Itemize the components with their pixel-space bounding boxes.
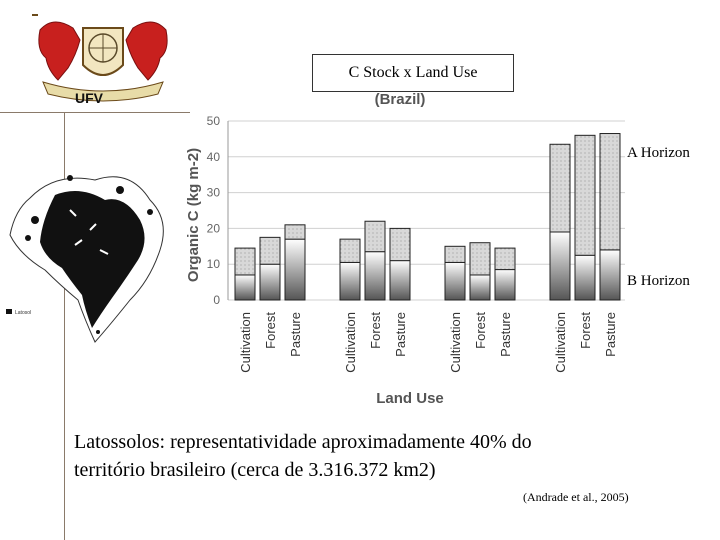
x-tick-label: Cultivation (238, 312, 253, 373)
x-tick-label: Pasture (603, 312, 618, 357)
legend-swatch (6, 309, 12, 314)
x-tick-label: Cultivation (448, 312, 463, 373)
bar-b-horizon (469, 274, 491, 301)
banner-icon (42, 81, 164, 102)
bar-b-horizon (599, 249, 621, 301)
x-axis-ticks: Cultivation Forest Pasture Cultivation Fores… (238, 312, 618, 373)
x-tick-label: Forest (473, 312, 488, 349)
chart-bars (234, 133, 621, 301)
left-lion-icon (38, 21, 81, 81)
x-tick-label: Pasture (288, 312, 303, 357)
bar-a-horizon (444, 245, 466, 263)
bar-a-horizon (469, 242, 491, 276)
divider-vertical (64, 112, 65, 540)
chart-title: (Brazil) (375, 91, 426, 108)
series-label-a-horizon: A Horizon (627, 145, 690, 161)
latosol-regions (40, 191, 145, 328)
bar-b-horizon (339, 261, 361, 301)
caption-line-1: Latossolos: representatividade aproximad… (74, 431, 532, 453)
bar-a-horizon (364, 220, 386, 253)
y-tick-label: 50 (207, 114, 221, 128)
bar-a-horizon (574, 134, 596, 256)
x-tick-label: Forest (263, 312, 278, 349)
bar-a-horizon (549, 143, 571, 233)
bar-b-horizon (444, 261, 466, 301)
x-axis-label: Land Use (376, 390, 444, 407)
bar-a-horizon (599, 133, 621, 251)
y-tick-label: 30 (207, 186, 221, 200)
source-citation: (Andrade et al., 2005) (523, 490, 629, 504)
logo-text: UFV (75, 90, 103, 106)
y-axis-label: Organic C (kg m-2) (185, 148, 202, 282)
bar-b-horizon (234, 274, 256, 301)
slide-title: C Stock x Land Use (312, 54, 514, 92)
bar-b-horizon (284, 238, 306, 301)
bar-a-horizon (339, 238, 361, 263)
bar-b-horizon (259, 263, 281, 301)
y-tick-label: 40 (207, 150, 221, 164)
bar-b-horizon (389, 260, 411, 301)
x-tick-label: Cultivation (553, 312, 568, 373)
y-tick-label: 10 (207, 257, 221, 271)
bar-b-horizon (364, 251, 386, 301)
x-tick-label: Forest (368, 312, 383, 349)
bar-b-horizon (494, 269, 516, 301)
bar-a-horizon (234, 247, 256, 276)
slide-title-text: C Stock x Land Use (348, 64, 478, 81)
brazil-latosol-map: Latosol (6, 175, 164, 343)
divider-horizontal (0, 112, 190, 113)
series-label-b-horizon: B Horizon (627, 273, 690, 289)
bar-a-horizon (284, 224, 306, 240)
x-tick-label: Pasture (393, 312, 408, 357)
x-tick-label: Forest (578, 312, 593, 349)
y-tick-label: 0 (213, 293, 220, 307)
y-tick-label: 20 (207, 221, 221, 235)
bar-a-horizon (494, 247, 516, 271)
map-legend-label: Latosol (15, 310, 31, 316)
right-lion-icon (125, 21, 168, 81)
bar-b-horizon (574, 254, 596, 301)
y-axis-ticks: 0 10 20 30 40 50 (207, 114, 221, 307)
x-tick-label: Cultivation (343, 312, 358, 373)
bar-chart: (Brazil) 0 10 20 30 40 50 Cultivation Forest Pa… (185, 91, 690, 407)
bar-b-horizon (549, 231, 571, 301)
x-tick-label: Pasture (498, 312, 513, 357)
caption-line-2: território brasileiro (cerca de 3.316.37… (74, 459, 436, 481)
caption: Latossolos: representatividade aproximad… (74, 428, 694, 484)
bar-a-horizon (389, 227, 411, 262)
ufv-logo (32, 14, 168, 102)
bar-a-horizon (259, 236, 281, 265)
